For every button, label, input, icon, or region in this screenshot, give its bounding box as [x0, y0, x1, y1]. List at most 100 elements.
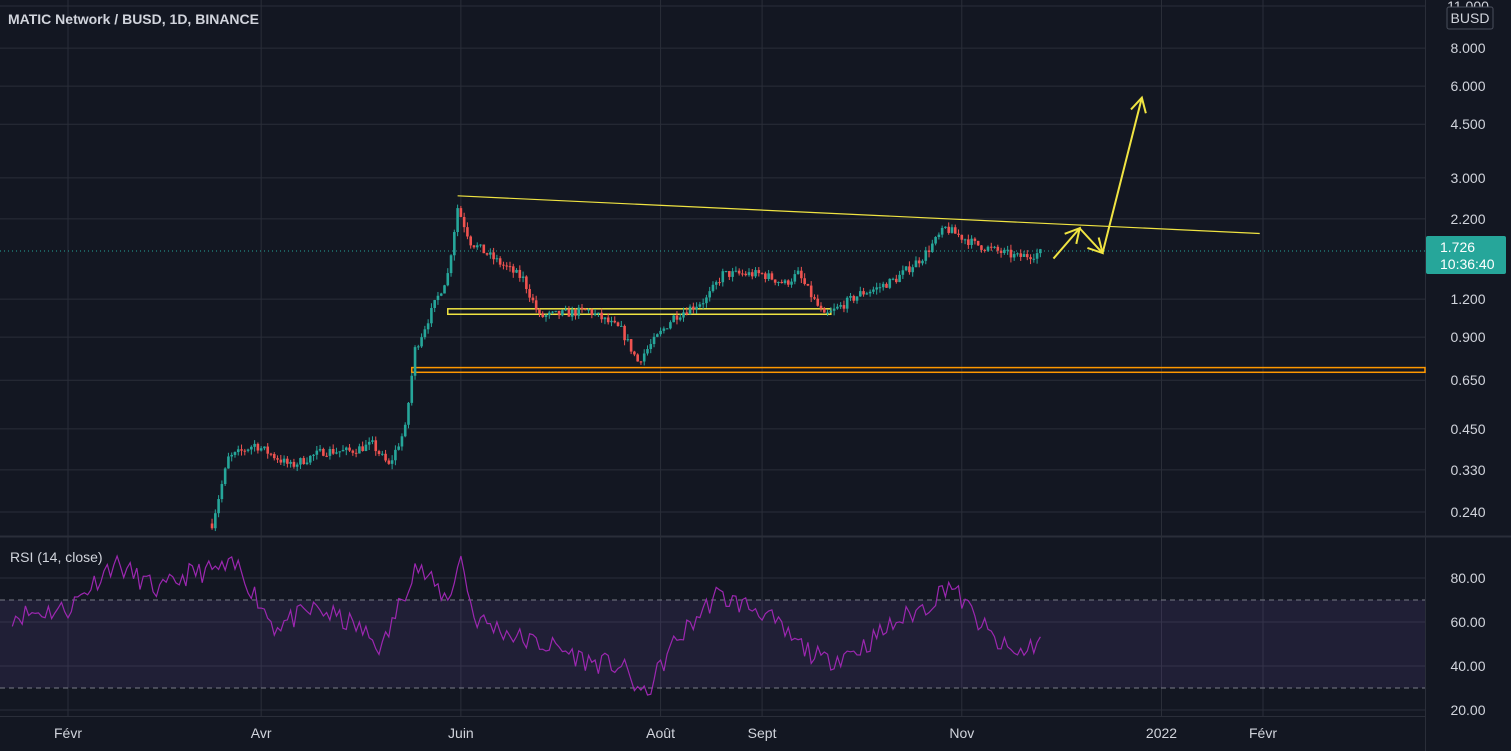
candle-body — [577, 307, 581, 316]
candle-body — [777, 281, 780, 283]
candle-body — [367, 441, 371, 445]
projection-path — [1052, 97, 1143, 260]
candle-body — [714, 282, 718, 285]
candle-body — [849, 295, 852, 298]
candle-body — [819, 305, 823, 309]
candle-body — [744, 273, 748, 276]
candle-body — [335, 452, 338, 454]
candle-body — [508, 266, 512, 268]
candle-body — [590, 309, 594, 315]
rsi-y-tick-label: 20.00 — [1450, 702, 1485, 718]
candle-body — [305, 462, 309, 465]
candle-body — [620, 325, 623, 327]
candle-body — [243, 450, 247, 452]
rsi-line — [11, 554, 1041, 696]
candle-body — [845, 297, 849, 309]
candle-body — [734, 270, 738, 272]
candle-body — [377, 451, 381, 454]
y-tick-label: 1.200 — [1450, 291, 1485, 307]
candle-body — [963, 239, 967, 241]
candle-body — [931, 243, 934, 252]
candle-body — [315, 450, 319, 455]
support-zone-yellow — [447, 308, 832, 316]
candle-body — [757, 270, 761, 274]
rsi-y-tick-label: 60.00 — [1450, 614, 1485, 630]
candle-body — [803, 278, 806, 284]
candle-body — [544, 315, 548, 317]
candle-body — [531, 297, 535, 301]
candle-body — [806, 283, 810, 286]
candle-body — [767, 273, 770, 279]
candle-body — [891, 278, 895, 280]
candle-body — [999, 250, 1003, 253]
candle-body — [446, 273, 450, 286]
candle-body — [1019, 253, 1023, 257]
candle-body — [1039, 249, 1042, 254]
candle-body — [374, 440, 378, 452]
candle-body — [466, 227, 469, 237]
candle-body — [423, 329, 427, 338]
candle-body — [865, 293, 869, 295]
x-tick-label: Juin — [448, 725, 474, 741]
candle-body — [541, 313, 545, 317]
candle-body — [223, 468, 227, 485]
chart-title: MATIC Network / BUSD, 1D, BINANCE — [8, 11, 259, 27]
candle-body — [351, 450, 355, 453]
arrowhead-up — [1064, 226, 1082, 245]
x-tick-label: Févr — [1249, 725, 1277, 741]
candle-body — [855, 296, 859, 301]
candle-body — [453, 232, 456, 256]
currency-badge[interactable]: BUSD — [1446, 6, 1494, 30]
candle-body — [914, 260, 918, 268]
candle-body — [236, 449, 240, 453]
candle-body — [953, 227, 957, 234]
candle-body — [996, 246, 1000, 251]
candle-body — [826, 312, 829, 314]
y-tick-label: 0.240 — [1450, 504, 1485, 520]
candle-body — [426, 323, 430, 330]
candle-body — [1003, 249, 1006, 253]
candle-body — [872, 289, 875, 292]
rsi-band — [0, 599, 1425, 689]
candle-body — [230, 454, 233, 457]
y-tick-label: 0.650 — [1450, 372, 1485, 388]
candle-body — [993, 246, 996, 248]
candle-body — [764, 273, 767, 279]
candle-body — [675, 315, 679, 320]
y-tick-label: 0.330 — [1450, 462, 1485, 478]
candle-body — [881, 283, 885, 288]
candle-body — [312, 454, 315, 456]
candle-body — [980, 245, 983, 250]
candle-body — [574, 309, 577, 316]
candle-body — [580, 307, 584, 309]
candle-body — [567, 309, 571, 317]
candle-body — [708, 291, 711, 298]
candle-body — [698, 304, 702, 307]
candle-body — [341, 449, 345, 452]
candle-body — [603, 317, 607, 320]
candle-body — [485, 253, 489, 255]
rsi-band-fill — [0, 600, 1425, 688]
candle-body — [793, 274, 797, 282]
candle-body — [214, 513, 217, 529]
candle-body — [322, 448, 325, 456]
candle-body — [731, 271, 734, 277]
candle-body — [868, 291, 872, 294]
candle-body — [724, 271, 728, 273]
candle-body — [410, 375, 414, 403]
candle-body — [1016, 253, 1019, 255]
y-tick-label: 6.000 — [1450, 78, 1485, 94]
candle-body — [250, 446, 253, 450]
candle-body — [413, 347, 417, 376]
candle-body — [646, 349, 649, 354]
candle-body — [472, 245, 476, 248]
candle-body — [348, 447, 351, 451]
candle-body — [927, 250, 931, 252]
candle-body — [672, 315, 675, 323]
candle-body — [809, 285, 813, 298]
candle-body — [269, 453, 273, 455]
candle-body — [750, 272, 754, 277]
candle-body — [449, 255, 453, 274]
candle-body — [613, 320, 617, 323]
